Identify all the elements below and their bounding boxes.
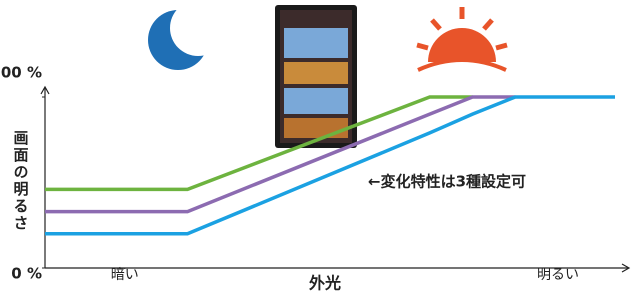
y-tick-label: 100 % <box>0 64 42 82</box>
x-tick-label: 暗い <box>111 267 139 283</box>
sun-icon <box>417 7 507 70</box>
x-axis-label: 外光 <box>308 274 341 293</box>
x-tick-label: 明るい <box>537 267 579 283</box>
y-axis-label: 画面の明るさ <box>12 130 30 232</box>
chart: 画面の明るさ 外光 ←変化特性は3種設定可 0 % 100 % 暗い 明るい <box>0 0 632 295</box>
signage-image <box>275 5 357 148</box>
moon-icon <box>148 0 226 70</box>
y-tick-label: 0 % <box>11 265 42 283</box>
annotation: ←変化特性は3種設定可 <box>368 173 526 191</box>
